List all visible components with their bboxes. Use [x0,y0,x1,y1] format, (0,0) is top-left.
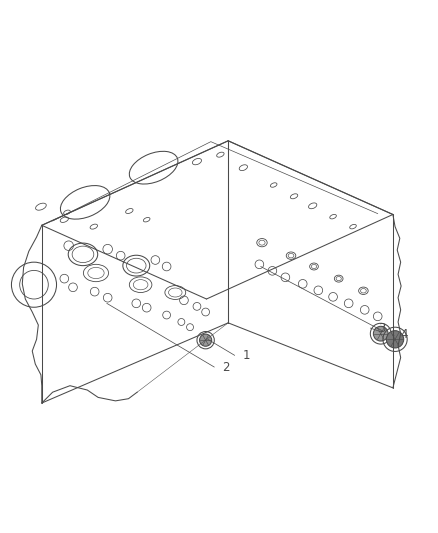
Circle shape [373,326,387,341]
Text: 4: 4 [400,328,407,342]
Text: 3: 3 [377,321,385,335]
Text: 2: 2 [222,360,229,374]
Circle shape [385,330,403,348]
Circle shape [199,334,211,346]
Text: 1: 1 [242,349,249,362]
